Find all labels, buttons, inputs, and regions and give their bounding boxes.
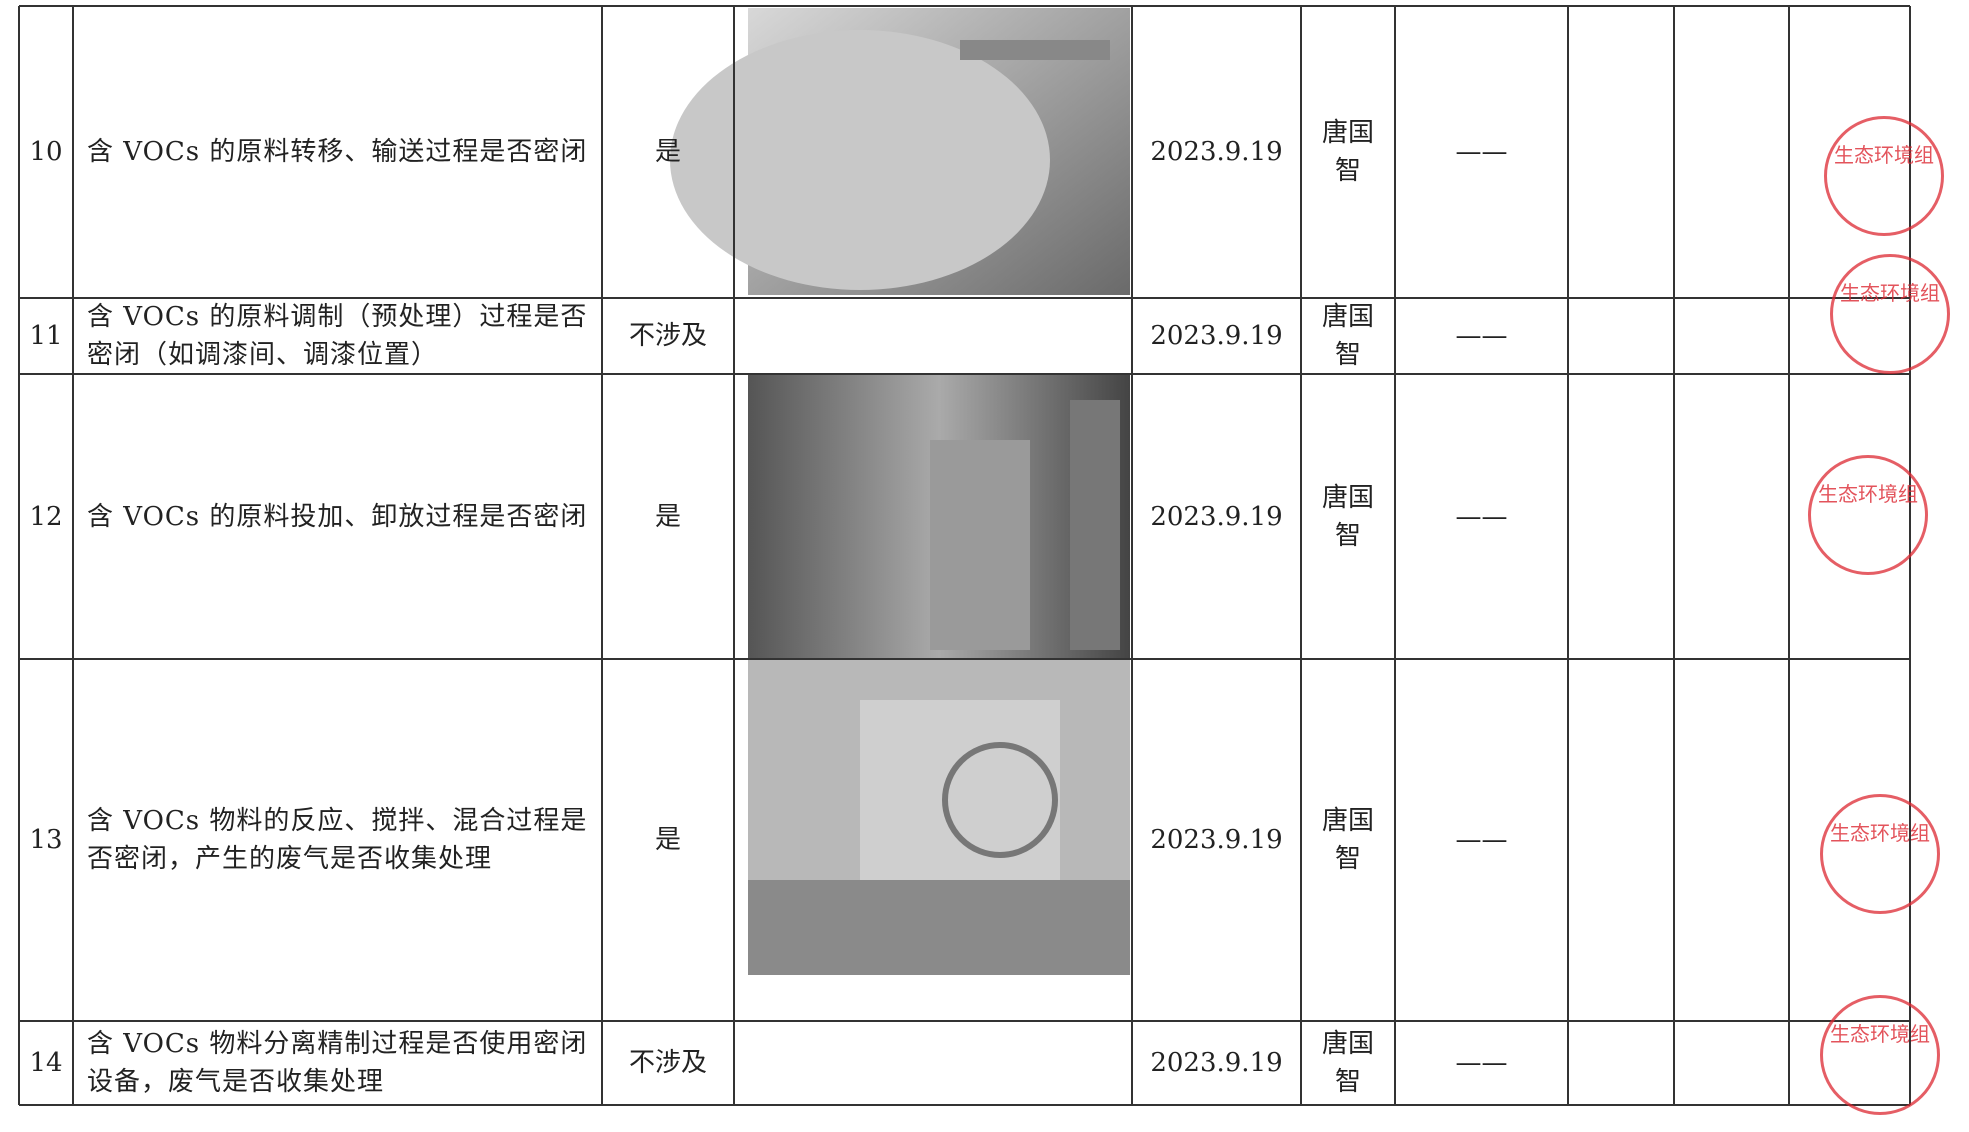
note: —— — [1455, 825, 1508, 855]
date: 2023.9.19 — [1150, 1048, 1283, 1078]
check-item: 含 VOCs 物料分离精制过程是否使用密闭设备，废气是否收集处理 — [87, 1029, 588, 1097]
answer: 不涉及 — [628, 321, 707, 351]
row-number: 10 — [29, 137, 63, 167]
photo — [748, 660, 1130, 975]
seal-stamp: 生态环境组 — [1820, 794, 1940, 914]
note: —— — [1455, 1048, 1508, 1078]
inspector: 唐国智 — [1321, 482, 1374, 551]
date: 2023.9.19 — [1150, 321, 1283, 351]
answer: 是 — [654, 501, 681, 532]
inspector: 唐国智 — [1321, 118, 1374, 186]
photo — [748, 375, 1130, 658]
photo — [670, 8, 1130, 295]
row-number: 14 — [29, 1048, 63, 1078]
seal-stamp: 生态环境组 — [1830, 254, 1950, 374]
note: —— — [1455, 321, 1508, 351]
date: 2023.9.19 — [1150, 825, 1283, 855]
seal-stamp: 生态环境组 — [1820, 995, 1940, 1115]
seal-stamp: 生态环境组 — [1808, 455, 1928, 575]
answer: 不涉及 — [628, 1048, 707, 1078]
check-item: 含 VOCs 物料的反应、搅拌、混合过程是否密闭，产生的废气是否收集处理 — [87, 806, 588, 874]
row-number: 11 — [29, 321, 63, 351]
inspector: 唐国智 — [1321, 806, 1374, 874]
answer: 是 — [654, 137, 681, 167]
check-item: 含 VOCs 的原料转移、输送过程是否密闭 — [87, 137, 588, 167]
row-number: 12 — [29, 501, 63, 532]
check-item: 含 VOCs 的原料投加、卸放过程是否密闭 — [87, 501, 588, 532]
check-item: 含 VOCs 的原料调制（预处理）过程是否密闭（如调漆间、调漆位置） — [87, 302, 588, 370]
note: —— — [1455, 501, 1508, 532]
inspector: 唐国智 — [1321, 302, 1374, 370]
answer: 是 — [654, 825, 681, 855]
note: —— — [1455, 137, 1508, 167]
date: 2023.9.19 — [1150, 501, 1283, 532]
seal-stamp: 生态环境组 — [1824, 116, 1944, 236]
date: 2023.9.19 — [1150, 137, 1283, 167]
row-number: 13 — [29, 825, 63, 855]
inspector: 唐国智 — [1321, 1029, 1374, 1097]
